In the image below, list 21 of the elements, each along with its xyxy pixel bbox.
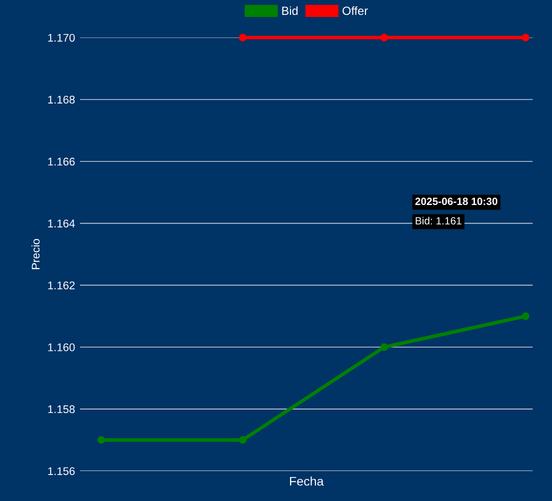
annotation: 2025-06-18 10:30 bbox=[415, 198, 498, 206]
point bbox=[238, 34, 247, 42]
annotation: Bid: 1.161 bbox=[416, 216, 462, 224]
y-tick-label: 1.156 bbox=[48, 467, 75, 476]
legend-label: Offer bbox=[342, 6, 368, 16]
point bbox=[380, 343, 388, 351]
y-tick-label: 1.170 bbox=[48, 34, 75, 42]
point bbox=[522, 34, 530, 42]
point bbox=[522, 312, 530, 320]
legend-label: Bid bbox=[282, 6, 298, 16]
y-tick-label: 1.168 bbox=[48, 96, 75, 104]
y-tick-label: 1.162 bbox=[48, 281, 75, 290]
y-tick-label: 1.160 bbox=[48, 343, 75, 352]
x-axis-title: Fecha bbox=[290, 476, 324, 486]
y-tick-label: 1.158 bbox=[48, 405, 75, 414]
point bbox=[380, 34, 388, 42]
y-tick-label: 1.166 bbox=[48, 158, 75, 166]
y-tick-label: 1.164 bbox=[48, 220, 75, 228]
y-axis-title: Precio bbox=[31, 238, 40, 270]
point bbox=[238, 436, 247, 444]
point bbox=[97, 436, 106, 444]
